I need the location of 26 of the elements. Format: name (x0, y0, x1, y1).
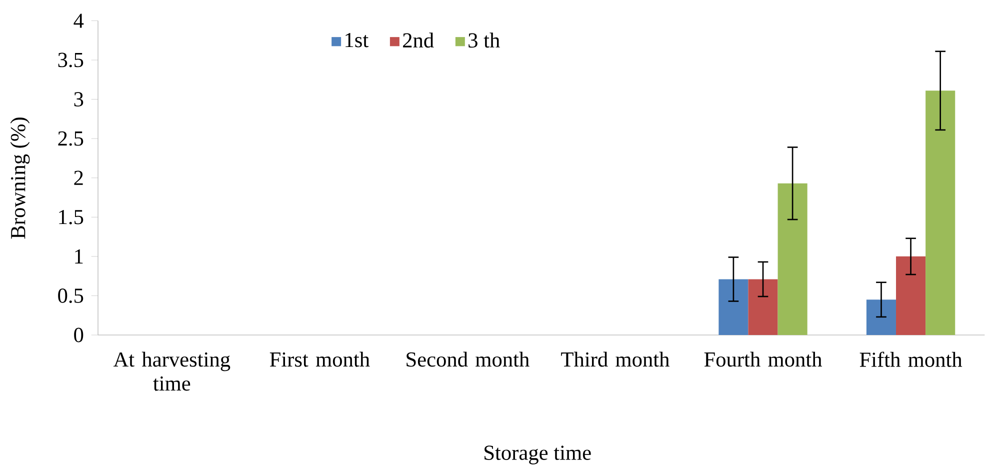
bar (926, 90, 956, 335)
bar (748, 279, 778, 335)
y-tick-label: 4 (74, 14, 84, 28)
y-tick-label: 0 (74, 328, 84, 342)
bar (718, 279, 748, 335)
legend-label: 1st (346, 32, 368, 48)
y-tick-label: 2 (74, 170, 83, 185)
legend-label: 3 th (468, 32, 500, 48)
y-tick-label: 0.5 (58, 288, 84, 303)
x-tick-label: Third month (561, 352, 670, 367)
x-tick-label: At harvesting time (113, 352, 230, 391)
bar (778, 183, 808, 335)
x-tick-label: Fourth month (704, 352, 822, 367)
y-tick-label: 1.5 (59, 210, 84, 224)
legend-label: 2nd (403, 32, 434, 48)
y-tick-label: 3 (74, 92, 84, 106)
x-tick-label: Second month (406, 352, 530, 367)
y-axis-title: Browning (%) (10, 118, 30, 239)
bar (896, 256, 926, 335)
y-tick-label: 3.5 (58, 52, 84, 68)
x-tick-label: Fifth month (860, 352, 962, 367)
bar (866, 300, 896, 335)
y-tick-label: 2.5 (58, 131, 84, 146)
y-tick-label: 1 (75, 249, 83, 264)
x-tick-label: First month (270, 352, 370, 367)
x-axis-title: Storage time (484, 446, 591, 464)
